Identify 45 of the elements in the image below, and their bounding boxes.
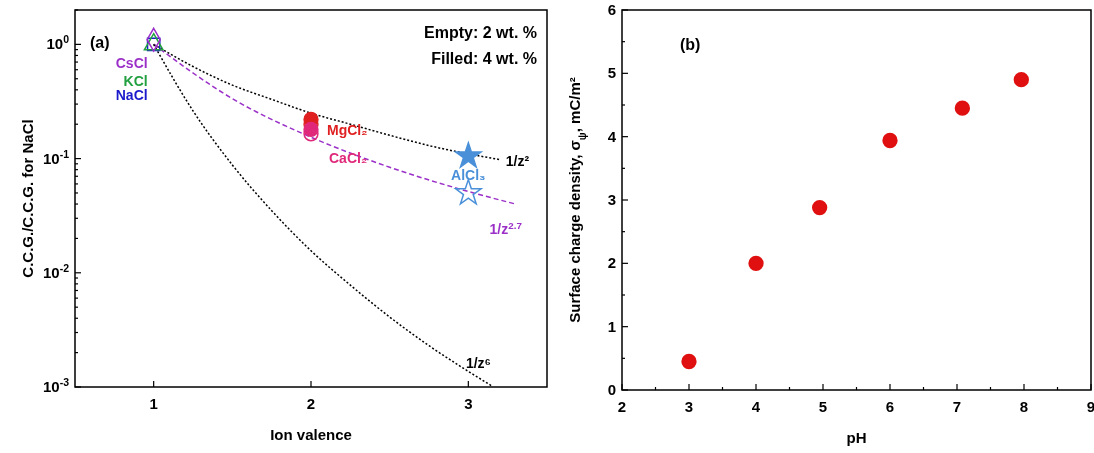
series-label: AlCl₃ xyxy=(451,167,486,184)
x-tick-label: 2 xyxy=(306,395,316,412)
y-tick-label: 10$^{0}$ xyxy=(46,33,70,53)
annotation: Empty: 2 wt. % xyxy=(424,24,537,41)
y-tick-label: 10$^{-1}$ xyxy=(42,147,70,167)
point xyxy=(882,132,898,149)
x-tick-label: 3 xyxy=(464,395,473,412)
y-tick-label: 4 xyxy=(607,127,617,145)
x-axis-title: pH xyxy=(846,429,867,446)
y-tick-label: 3 xyxy=(607,191,616,208)
x-tick-label: 7 xyxy=(952,398,962,415)
point xyxy=(454,178,482,205)
series-label: KCl xyxy=(123,73,148,90)
x-tick-label: 6 xyxy=(885,398,895,415)
series-label: 1/z² xyxy=(505,152,530,169)
x-tick-label: 9 xyxy=(1086,398,1094,415)
point xyxy=(811,199,828,216)
point xyxy=(954,100,971,116)
y-tick-label: 10$^{-2}$ xyxy=(42,261,70,281)
annotation: (b) xyxy=(680,36,701,53)
y-tick-label: 2 xyxy=(607,254,616,272)
y-tick-label: 1 xyxy=(607,317,616,335)
point xyxy=(748,255,764,271)
series-label: CaCl₂ xyxy=(329,150,368,167)
y-tick-label: 6 xyxy=(607,1,616,18)
x-tick-label: 1 xyxy=(149,395,158,412)
x-tick-label: 3 xyxy=(684,398,694,415)
x-tick-label: 5 xyxy=(818,398,828,415)
series-label: CsCl xyxy=(115,54,148,71)
x-tick-label: 8 xyxy=(1019,398,1029,415)
point xyxy=(454,142,482,168)
y-tick-label: 5 xyxy=(607,64,616,82)
y-axis-title: C.C.G./C.C.G. for NaCl xyxy=(19,119,36,278)
x-axis-title: Ion valence xyxy=(270,426,352,443)
series-label: MgCl₂ xyxy=(327,122,368,139)
series-label: 1/z$^{2.7}$ xyxy=(489,219,523,238)
y-tick-label: 10$^{-3}$ xyxy=(42,376,70,395)
series-label: 1/z⁶ xyxy=(465,355,492,372)
y-tick-label: 0 xyxy=(607,381,616,398)
text: NaCl xyxy=(115,87,148,104)
point xyxy=(681,353,697,370)
x-tick-label: 4 xyxy=(751,398,761,415)
annotation: (a) xyxy=(90,34,110,51)
point xyxy=(1013,72,1029,88)
annotation: Filled: 4 wt. % xyxy=(431,50,537,67)
